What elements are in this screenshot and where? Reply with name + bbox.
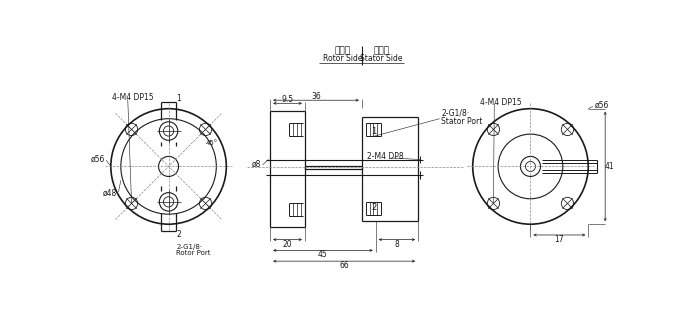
Text: 2-G1/8·: 2-G1/8·	[441, 109, 469, 118]
Text: 2-M4 DP8: 2-M4 DP8	[367, 152, 403, 161]
Text: Stator Side: Stator Side	[360, 54, 402, 63]
Text: ø48: ø48	[103, 189, 117, 198]
Text: 转子边: 转子边	[334, 46, 351, 55]
Text: 9.5: 9.5	[281, 95, 294, 104]
Text: 45: 45	[318, 251, 327, 260]
Text: 2: 2	[371, 203, 376, 212]
Text: 2: 2	[176, 230, 181, 239]
Text: ø8: ø8	[252, 160, 261, 169]
Text: ø56: ø56	[594, 100, 609, 109]
Text: 66: 66	[339, 261, 349, 270]
Text: ø56: ø56	[90, 154, 105, 163]
Text: 4-M4 DP15: 4-M4 DP15	[480, 98, 522, 107]
Text: Rotor Port: Rotor Port	[176, 251, 211, 256]
Text: Stator Port: Stator Port	[441, 116, 482, 125]
Text: 定子边: 定子边	[373, 46, 389, 55]
Text: 36: 36	[311, 92, 321, 101]
Text: 20: 20	[283, 240, 292, 249]
Text: 1: 1	[176, 94, 181, 103]
Text: 4-M4 DP15: 4-M4 DP15	[112, 93, 154, 102]
Text: 8: 8	[394, 240, 399, 249]
Text: 41: 41	[605, 162, 614, 171]
Text: Rotor Side: Rotor Side	[323, 54, 363, 63]
Text: 45°: 45°	[206, 140, 218, 146]
Text: 17: 17	[555, 235, 564, 244]
Text: 1: 1	[371, 126, 376, 136]
Text: 2-G1/8·: 2-G1/8·	[176, 243, 202, 250]
